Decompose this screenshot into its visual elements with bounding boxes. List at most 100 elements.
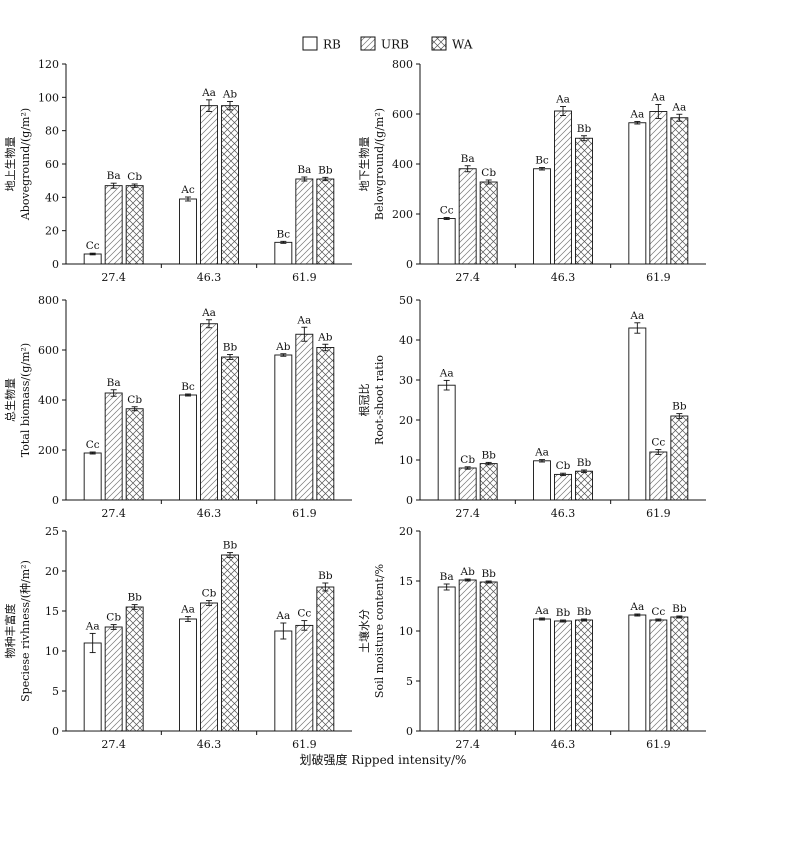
y-tick-label: 0 <box>406 494 413 507</box>
data-label: Aa <box>629 601 644 613</box>
bar-urb-61-9 <box>649 451 668 501</box>
y-axis-label-en: Speciese rivhness/(种/m²) <box>18 560 32 702</box>
y-tick-label: 50 <box>399 294 413 307</box>
y-tick-label: 0 <box>52 725 59 738</box>
x-tick-label: 27.4 <box>101 738 126 751</box>
bar-wa-27-4 <box>125 408 144 501</box>
bar-wa-46-3 <box>221 356 239 501</box>
bar-urb-61-9 <box>649 111 668 265</box>
data-label: Bb <box>556 607 571 619</box>
legend-label: WA <box>452 38 473 52</box>
y-tick-label: 15 <box>45 605 59 618</box>
x-tick-label: 46.3 <box>197 271 222 284</box>
legend-item-urb: URB <box>360 36 409 52</box>
data-label: Cb <box>481 167 496 179</box>
data-label: Bc <box>535 155 549 167</box>
bar-wa-61-9 <box>316 586 335 732</box>
legend-label: RB <box>323 38 341 52</box>
x-tick-label: 46.3 <box>551 507 576 520</box>
bar-rb-61-9 <box>628 614 647 732</box>
y-tick-label: 25 <box>45 525 59 538</box>
y-tick-label: 20 <box>45 565 59 578</box>
y-tick-label: 5 <box>406 675 413 688</box>
y-tick-label: 5 <box>52 685 59 698</box>
data-label: Cc <box>86 439 100 451</box>
data-label: Aa <box>85 620 100 632</box>
bar-rb-46-3 <box>533 168 551 265</box>
bar-wa-46-3 <box>575 470 593 501</box>
y-tick-label: 400 <box>38 394 59 407</box>
chart-panel-4: 0 10 20 30 40 50 27.4 Aa Cb Bb 46.3 Aa Cb Bb 61.9 Aa Cc B… <box>357 294 706 520</box>
data-label: Aa <box>671 101 686 113</box>
y-tick-label: 0 <box>406 725 413 738</box>
data-label: Cc <box>651 437 665 449</box>
x-tick-label: 46.3 <box>197 738 222 751</box>
bar-urb-46-3 <box>200 323 218 501</box>
y-axis-label-en: Belowground/(g/m²) <box>373 108 386 220</box>
data-label: Aa <box>534 605 549 617</box>
bar-urb-61-9 <box>295 333 314 501</box>
bar-rb-27-4 <box>437 586 456 732</box>
bar-wa-27-4 <box>125 185 144 265</box>
bar-wa-46-3 <box>221 105 239 265</box>
legend-swatch <box>302 36 318 51</box>
bar-urb-61-9 <box>649 619 668 732</box>
data-label: Ba <box>461 153 475 165</box>
bar-rb-61-9 <box>628 122 647 265</box>
data-label: Bb <box>577 606 592 618</box>
legend-swatch <box>360 36 376 51</box>
data-label: Cb <box>127 171 142 183</box>
x-tick-label: 27.4 <box>101 507 126 520</box>
y-tick-label: 800 <box>392 58 413 71</box>
y-tick-label: 60 <box>45 158 59 171</box>
y-axis-label-cn: 根冠比 <box>357 384 371 417</box>
data-label: Aa <box>296 314 311 326</box>
y-axis-label-cn: 总生物量 <box>3 378 17 422</box>
y-tick-label: 20 <box>399 414 413 427</box>
x-tick-label: 46.3 <box>551 738 576 751</box>
bar-urb-27-4 <box>104 185 123 265</box>
data-label: Bb <box>223 540 238 552</box>
bar-wa-46-3 <box>575 137 593 265</box>
y-tick-label: 600 <box>38 344 59 357</box>
data-label: Bb <box>481 568 496 580</box>
legend-item-rb: RB <box>302 36 341 52</box>
y-axis-label-cn: 物种丰富度 <box>3 604 17 659</box>
data-label: Aa <box>555 94 570 106</box>
y-tick-label: 10 <box>399 625 413 638</box>
bar-wa-61-9 <box>670 616 689 732</box>
y-tick-label: 0 <box>52 258 59 271</box>
bar-urb-27-4 <box>458 579 477 732</box>
data-label: Ba <box>107 377 121 389</box>
bar-rb-27-4 <box>437 218 456 265</box>
bar-rb-61-9 <box>274 354 293 501</box>
y-axis-label-en: Root-shoot ratio <box>373 355 386 445</box>
y-axis-label-en: Soil moisture content/% <box>373 564 386 698</box>
legend: RB URB WA <box>302 36 473 52</box>
data-label: Bc <box>181 381 195 393</box>
data-label: Aa <box>275 610 290 622</box>
y-axis-label-cn: 地上生物量 <box>3 137 17 192</box>
data-label: Cb <box>556 460 571 472</box>
data-label: Ab <box>317 331 333 343</box>
data-label: Cb <box>127 394 142 406</box>
bar-urb-27-4 <box>458 168 477 265</box>
legend-item-wa: WA <box>431 36 473 52</box>
y-tick-label: 800 <box>38 294 59 307</box>
data-label: Cc <box>86 240 100 252</box>
bar-rb-46-3 <box>533 618 551 732</box>
bar-urb-46-3 <box>200 602 218 732</box>
data-label: Aa <box>650 92 665 104</box>
x-tick-label: 61.9 <box>646 271 671 284</box>
data-label: Bc <box>277 228 291 240</box>
data-label: Aa <box>201 87 216 99</box>
bar-urb-61-9 <box>295 178 314 265</box>
data-label: Bb <box>318 570 333 582</box>
bar-wa-61-9 <box>316 178 335 265</box>
data-label: Bb <box>672 401 687 413</box>
legend-label: URB <box>381 38 409 52</box>
bar-rb-27-4 <box>83 253 102 265</box>
y-tick-label: 15 <box>399 575 413 588</box>
bar-urb-46-3 <box>554 473 572 501</box>
